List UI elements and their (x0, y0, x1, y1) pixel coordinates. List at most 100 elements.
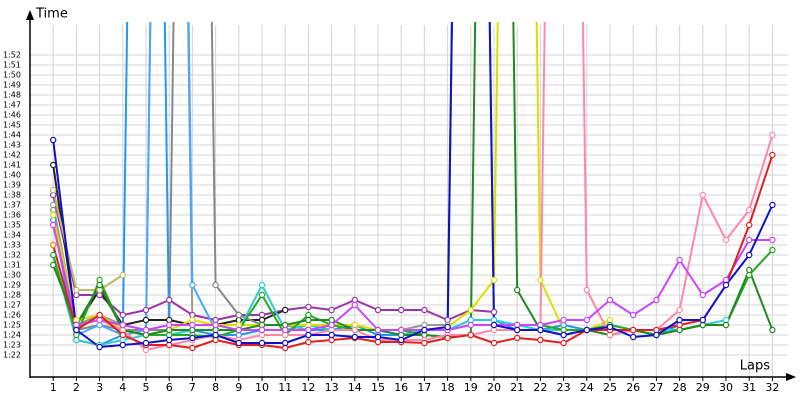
y-tick-label: 1:23 (3, 341, 21, 350)
x-tick-label: 13 (325, 381, 339, 394)
point (258, 326, 266, 334)
point (258, 339, 266, 347)
tick-labels: 1:221:231:241:251:261:271:281:291:301:31… (3, 51, 779, 395)
point (258, 281, 266, 289)
point (374, 333, 382, 341)
x-tick-label: 18 (441, 381, 455, 394)
y-tick-label: 1:45 (3, 121, 21, 130)
point (514, 286, 521, 294)
point (769, 201, 776, 209)
series-line (52, 22, 774, 348)
point (676, 256, 683, 264)
point (421, 326, 428, 334)
point (165, 321, 173, 329)
x-tick-label: 30 (719, 381, 733, 394)
point (50, 251, 57, 259)
y-tick-label: 1:24 (3, 331, 21, 340)
y-tick-label: 1:25 (3, 321, 21, 330)
point (537, 336, 544, 344)
point (490, 308, 498, 316)
y-tick-label: 1:46 (3, 111, 21, 120)
y-tick-label: 1:33 (3, 241, 21, 250)
point (630, 311, 637, 319)
point (328, 321, 335, 329)
point (490, 276, 498, 284)
point (189, 321, 196, 329)
point (676, 306, 683, 314)
point (50, 211, 57, 219)
point (50, 221, 57, 229)
point (769, 151, 776, 159)
x-tick-label: 20 (487, 381, 501, 394)
x-tick-label: 32 (765, 381, 779, 394)
y-tick-label: 1:29 (3, 281, 21, 290)
point (769, 236, 776, 244)
x-tick-label: 7 (189, 381, 196, 394)
point (398, 306, 405, 314)
point (374, 306, 382, 314)
y-tick-label: 1:39 (3, 181, 21, 190)
point (746, 206, 753, 214)
x-tick-label: 25 (603, 381, 617, 394)
y-tick-label: 1:38 (3, 191, 21, 200)
point (142, 339, 150, 347)
x-tick-label: 14 (348, 381, 362, 394)
point (514, 334, 521, 342)
point (189, 281, 196, 289)
x-tick-label: 12 (301, 381, 315, 394)
y-tick-label: 1:28 (3, 291, 21, 300)
point (50, 241, 57, 249)
point (282, 306, 289, 314)
point (606, 296, 614, 304)
point (73, 286, 80, 294)
point (630, 333, 637, 341)
point (560, 339, 567, 347)
point (467, 321, 474, 329)
point (560, 316, 567, 324)
point (50, 261, 57, 269)
y-tick-label: 1:43 (3, 141, 21, 150)
point (490, 321, 498, 329)
point (769, 246, 776, 254)
y-tick-label: 1:47 (3, 101, 21, 110)
y-tick-label: 1:42 (3, 151, 21, 160)
point (537, 276, 544, 284)
point (560, 331, 567, 339)
point (142, 326, 150, 334)
y-axis-title: Time (35, 7, 68, 22)
y-tick-label: 1:27 (3, 301, 21, 310)
x-tick-label: 8 (212, 381, 219, 394)
point (467, 306, 474, 314)
point (73, 326, 80, 334)
point (305, 338, 312, 346)
point (699, 191, 707, 199)
point (490, 339, 498, 347)
y-tick-label: 1:41 (3, 161, 21, 170)
point (212, 331, 219, 339)
point (583, 316, 591, 324)
point (374, 326, 382, 334)
x-tick-label: 16 (394, 381, 408, 394)
y-tick-label: 1:26 (3, 311, 21, 320)
y-tick-label: 1:22 (3, 351, 21, 360)
point (583, 286, 591, 294)
point (189, 344, 196, 352)
point (514, 326, 521, 334)
x-tick-label: 10 (255, 381, 269, 394)
x-tick-label: 27 (649, 381, 663, 394)
point (606, 323, 614, 331)
x-tick-label: 31 (742, 381, 756, 394)
y-tick-label: 1:49 (3, 81, 21, 90)
point (467, 331, 474, 339)
point (699, 316, 707, 324)
y-tick-label: 1:31 (3, 261, 21, 270)
x-tick-label: 11 (278, 381, 292, 394)
plot-area (50, 22, 776, 354)
point (769, 326, 776, 334)
point (653, 331, 660, 339)
point (96, 281, 103, 289)
point (746, 236, 753, 244)
series-line (52, 224, 773, 331)
y-tick-label: 1:44 (3, 131, 21, 140)
